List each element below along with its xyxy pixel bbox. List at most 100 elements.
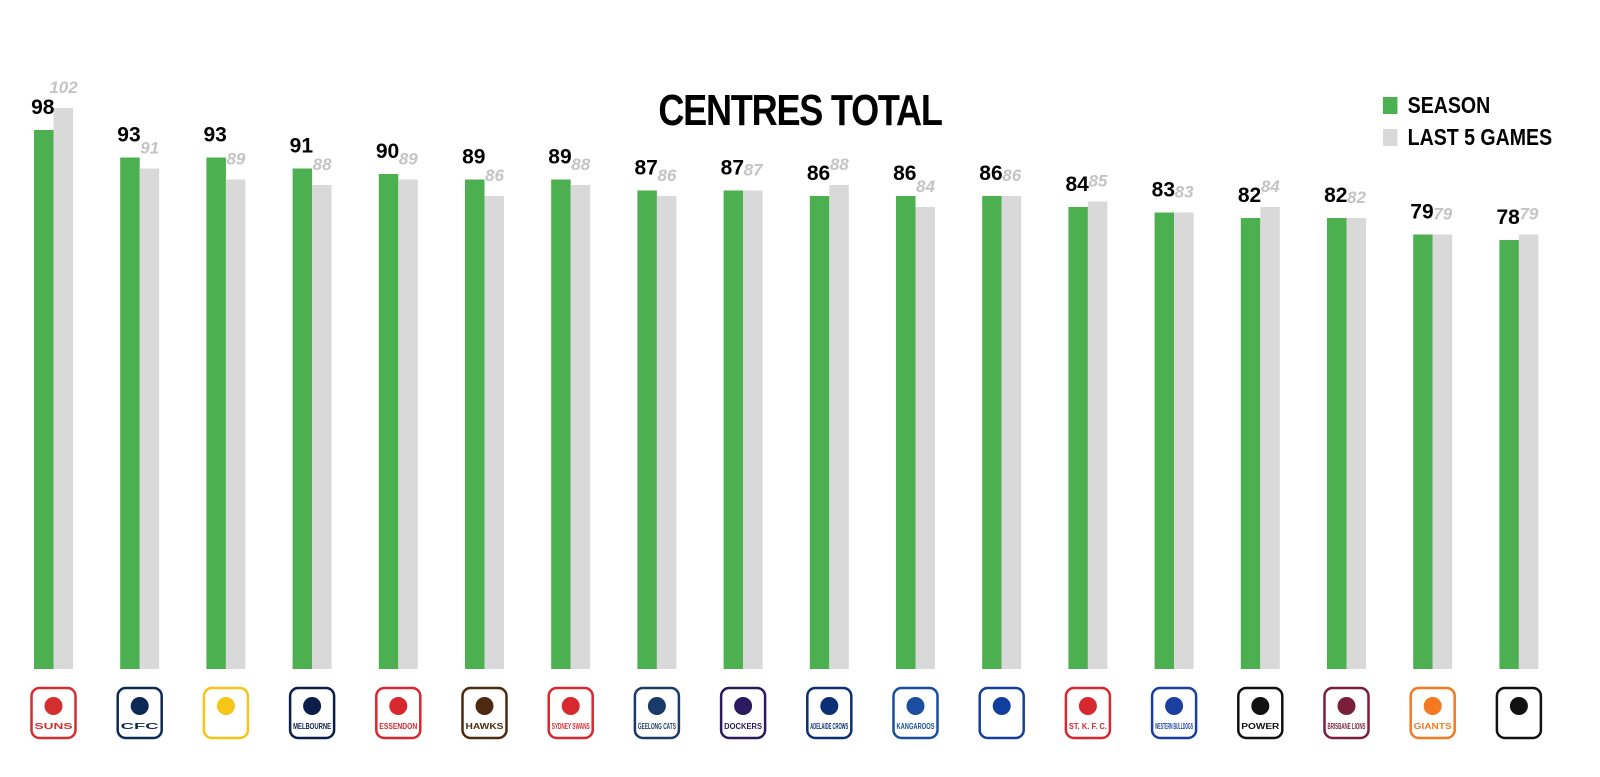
bar-season-kangaroos bbox=[896, 196, 916, 669]
bar-season-power bbox=[1240, 218, 1261, 669]
data-label-last5-hawks: 86 bbox=[485, 166, 504, 185]
data-label-season-st-k-f-c: 84 bbox=[1065, 173, 1089, 196]
data-label-season-geelong-cats: 87 bbox=[634, 157, 657, 180]
bar-last5-melbourne bbox=[312, 185, 332, 669]
data-label-last5-fremantle-dockers: 87 bbox=[744, 161, 764, 180]
team-logo-emblem-giants bbox=[1423, 697, 1442, 715]
team-logo-text-brisbane-lions: BRISBANE LIONS bbox=[1328, 722, 1366, 731]
team-logo-emblem-carlton bbox=[130, 697, 149, 715]
team-logo-suns: SUNS bbox=[30, 686, 77, 740]
legend-swatch-last-5-games bbox=[1383, 129, 1398, 146]
bar-last5-carlton bbox=[139, 168, 160, 669]
team-logo-emblem-brisbane-lions bbox=[1337, 697, 1356, 715]
bar-season-collingwood bbox=[1499, 240, 1519, 669]
data-label-last5-geelong-cats: 86 bbox=[657, 166, 676, 185]
bar-season-adelaide-crows bbox=[809, 196, 830, 669]
team-logo-brisbane-lions: BRISBANE LIONS bbox=[1323, 686, 1370, 740]
legend-item-season: SEASON bbox=[1383, 92, 1490, 119]
bar-last5-kangaroos bbox=[915, 207, 935, 669]
bar-season-western-bulldogs bbox=[1154, 212, 1175, 669]
data-label-season-west-coast-eagles: 86 bbox=[979, 162, 1002, 185]
bar-season-tigers bbox=[206, 157, 226, 669]
bar-last5-geelong-cats bbox=[656, 196, 677, 669]
bar-season-essendon bbox=[378, 174, 399, 669]
data-label-last5-power: 84 bbox=[1261, 177, 1280, 196]
data-label-season-fremantle-dockers: 87 bbox=[721, 157, 744, 180]
team-logo-text-western-bulldogs: WESTERN BULLDOGS bbox=[1155, 722, 1193, 731]
team-logo-emblem-kangaroos bbox=[906, 697, 925, 715]
team-logo-text-giants: GIANTS bbox=[1414, 722, 1453, 731]
legend-label-last-5-games: LAST 5 GAMES bbox=[1407, 124, 1553, 150]
bar-last5-sydney-swans bbox=[570, 185, 591, 669]
team-logo-text-geelong-cats: GEELONG CATS bbox=[638, 722, 676, 731]
data-label-last5-st-k-f-c: 85 bbox=[1088, 172, 1107, 191]
team-logo-tigers bbox=[202, 686, 250, 740]
legend-swatch-season bbox=[1383, 97, 1398, 114]
bar-season-west-coast-eagles bbox=[982, 196, 1002, 669]
bar-season-fremantle-dockers bbox=[723, 190, 744, 669]
data-label-season-kangaroos: 86 bbox=[893, 162, 916, 185]
bar-last5-collingwood bbox=[1518, 234, 1539, 669]
bar-season-brisbane-lions bbox=[1327, 218, 1347, 669]
bar-season-geelong-cats bbox=[637, 190, 657, 669]
team-logo-emblem-geelong-cats bbox=[647, 697, 666, 715]
team-logo-geelong-cats: GEELONG CATS bbox=[633, 686, 681, 740]
bar-last5-hawks bbox=[484, 196, 504, 669]
team-logo-giants: GIANTS bbox=[1409, 686, 1456, 740]
team-logo-hawks: HAWKS bbox=[461, 686, 508, 740]
data-label-last5-western-bulldogs: 83 bbox=[1175, 183, 1194, 202]
data-label-season-suns: 98 bbox=[31, 96, 55, 119]
team-logo-text-adelaide-crows: ADELAIDE CROWS bbox=[810, 722, 848, 731]
data-label-last5-adelaide-crows: 88 bbox=[830, 155, 849, 174]
data-label-season-western-bulldogs: 83 bbox=[1152, 179, 1175, 202]
bar-last5-tigers bbox=[225, 179, 246, 669]
team-logo-kangaroos: KANGAROOS bbox=[892, 686, 939, 740]
team-logo-text-carlton: CFC bbox=[121, 722, 159, 731]
team-logo-text-power: POWER bbox=[1241, 722, 1279, 731]
bar-last5-adelaide-crows bbox=[829, 185, 849, 669]
data-label-season-tigers: 93 bbox=[203, 124, 226, 147]
team-logo-emblem-hawks bbox=[475, 697, 494, 715]
data-label-last5-west-coast-eagles: 86 bbox=[1002, 166, 1021, 185]
team-logo-emblem-essendon bbox=[389, 697, 408, 715]
data-label-season-essendon: 90 bbox=[376, 140, 399, 163]
bar-season-giants bbox=[1413, 234, 1433, 669]
team-logo-western-bulldogs: WESTERN BULLDOGS bbox=[1150, 686, 1198, 740]
team-logo-emblem-st-k-f-c bbox=[1078, 697, 1097, 715]
team-logo-sydney-swans: SYDNEY SWANS bbox=[547, 686, 594, 740]
bar-last5-giants bbox=[1432, 234, 1453, 669]
bar-last5-fremantle-dockers bbox=[743, 190, 763, 669]
team-logo-emblem-western-bulldogs bbox=[1165, 697, 1184, 715]
bar-last5-western-bulldogs bbox=[1174, 212, 1194, 669]
data-label-last5-tigers: 89 bbox=[226, 150, 245, 169]
team-logo-emblem-melbourne bbox=[303, 697, 322, 715]
legend-label-season: SEASON bbox=[1407, 92, 1491, 118]
team-logo-text-kangaroos: KANGAROOS bbox=[897, 722, 935, 731]
data-label-season-brisbane-lions: 82 bbox=[1324, 184, 1347, 207]
data-label-last5-suns: 102 bbox=[49, 78, 78, 97]
team-logo-emblem-tigers bbox=[216, 697, 235, 715]
data-label-last5-essendon: 89 bbox=[399, 150, 418, 169]
team-logo-text-st-k-f-c: ST. K. F. C. bbox=[1069, 722, 1107, 731]
team-logo-emblem-collingwood bbox=[1509, 697, 1528, 715]
bar-season-suns bbox=[34, 130, 54, 669]
team-logo-carlton: CFC bbox=[116, 686, 163, 740]
team-logo-essendon: ESSENDON bbox=[375, 686, 422, 740]
team-logo-text-melbourne: MELBOURNE bbox=[293, 722, 331, 731]
data-label-last5-brisbane-lions: 82 bbox=[1347, 188, 1366, 207]
chart-title: CENTRES TOTAL bbox=[658, 86, 943, 135]
team-logo-fremantle-dockers: DOCKERS bbox=[719, 686, 767, 740]
team-logo-emblem-sydney-swans bbox=[561, 697, 580, 715]
bar-season-carlton bbox=[120, 157, 140, 669]
bar-last5-suns bbox=[53, 108, 73, 669]
legend-item-last-5-games: LAST 5 GAMES bbox=[1383, 124, 1552, 151]
data-label-season-collingwood: 78 bbox=[1496, 206, 1520, 229]
team-logo-text-essendon: ESSENDON bbox=[379, 722, 417, 731]
data-label-last5-kangaroos: 84 bbox=[916, 177, 935, 196]
data-label-last5-collingwood: 79 bbox=[1519, 205, 1538, 224]
team-logo-power: POWER bbox=[1237, 686, 1284, 740]
bar-season-melbourne bbox=[292, 168, 313, 669]
bar-last5-essendon bbox=[398, 179, 418, 669]
